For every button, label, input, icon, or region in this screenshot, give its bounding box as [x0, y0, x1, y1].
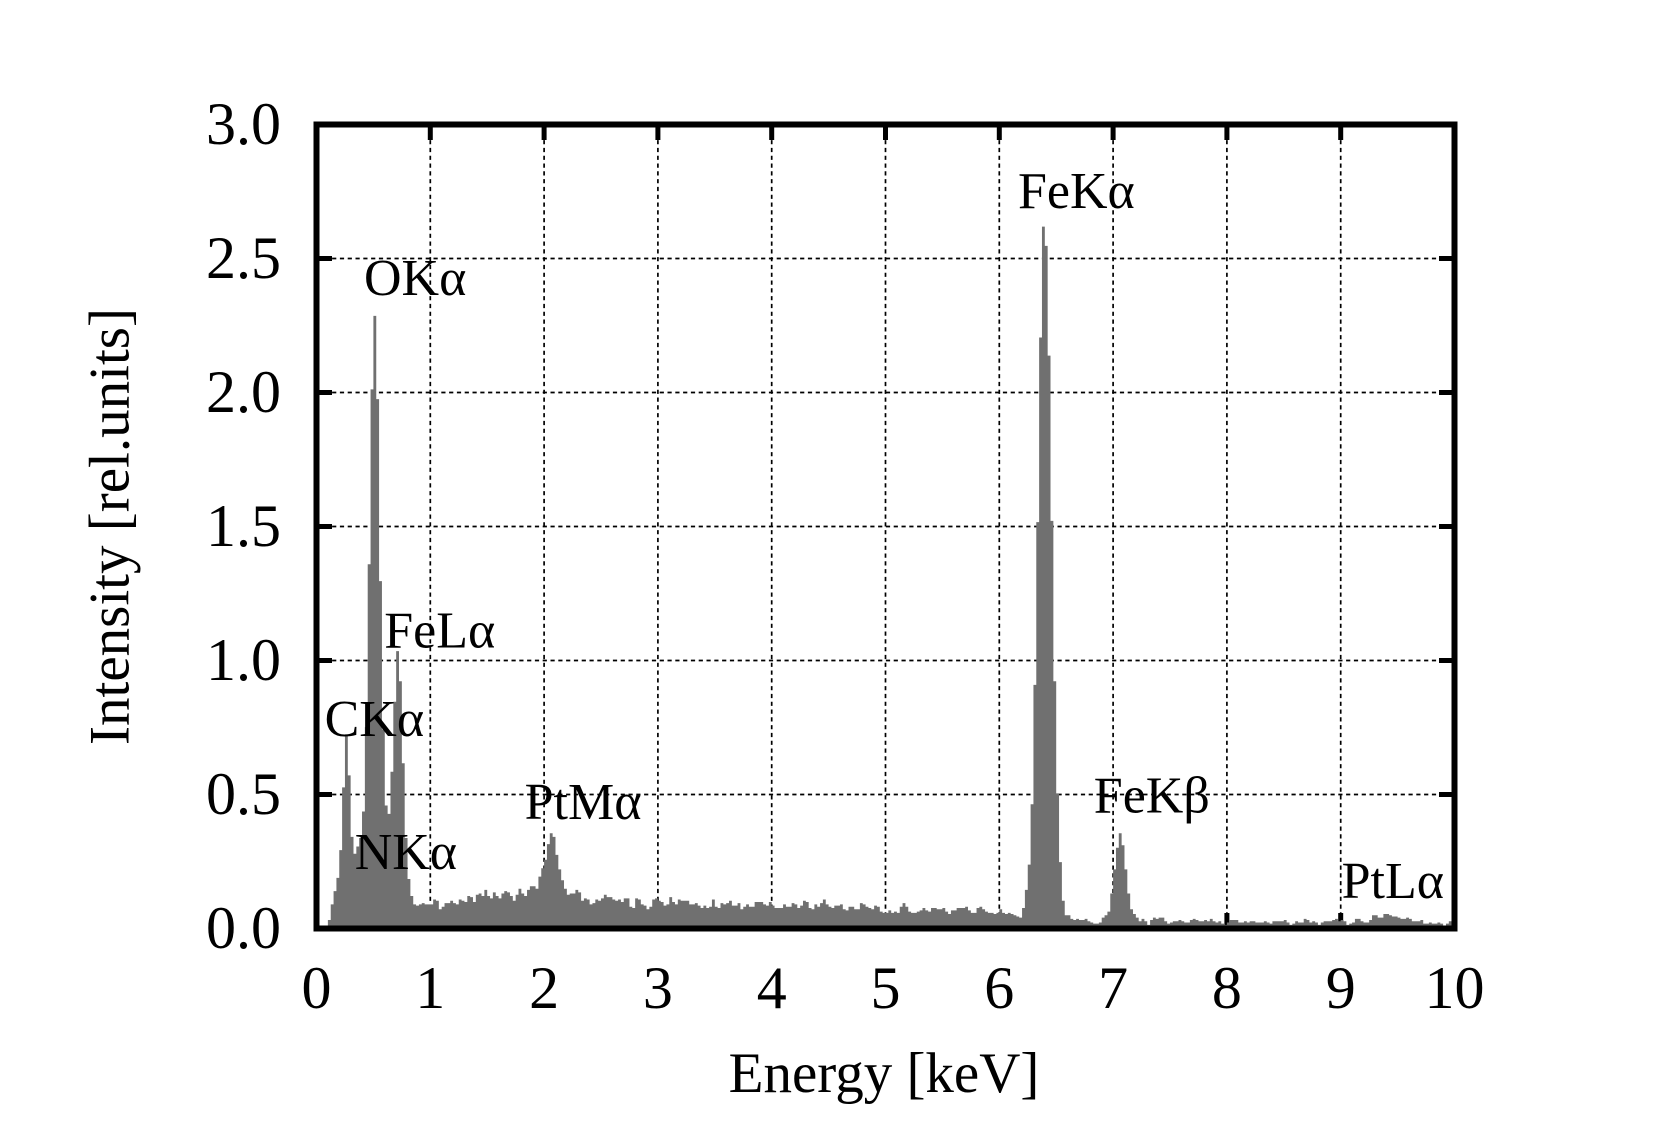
peak-label: FeKα: [1018, 163, 1135, 220]
y-tick-label: 2.0: [206, 359, 281, 425]
peak-label: FeKβ: [1094, 767, 1210, 824]
peak-label: PtMα: [525, 774, 642, 831]
x-tick-label: 0: [302, 955, 332, 1021]
x-tick-label: 3: [643, 955, 673, 1021]
y-tick-label: 2.5: [206, 225, 281, 291]
y-axis-title: Intensity [rel.units]: [79, 308, 142, 745]
peak-label: NKα: [355, 824, 457, 881]
x-tick-label: 8: [1212, 955, 1242, 1021]
y-tick-label: 0.5: [206, 761, 281, 827]
y-tick-label: 1.0: [206, 627, 281, 693]
y-tick-label: 1.5: [206, 493, 281, 559]
peak-label: FeLα: [384, 602, 495, 659]
x-tick-label: 9: [1326, 955, 1356, 1021]
x-tick-label: 10: [1425, 955, 1485, 1021]
x-tick-label: 5: [871, 955, 901, 1021]
peak-label: CKα: [325, 691, 424, 748]
x-axis-title: Energy [keV]: [729, 1042, 1040, 1105]
plot-border: [313, 121, 1458, 932]
spectrum-area: [327, 226, 1455, 929]
peak-label: PtLα: [1342, 853, 1444, 910]
peak-label: OKα: [364, 250, 466, 307]
y-tick-label: 0.0: [206, 895, 281, 961]
x-tick-label: 7: [1098, 955, 1128, 1021]
x-tick-label: 1: [415, 955, 445, 1021]
x-tick-label: 2: [529, 955, 559, 1021]
x-tick-label: 6: [984, 955, 1014, 1021]
y-tick-label: 3.0: [206, 91, 281, 157]
x-tick-label: 4: [757, 955, 787, 1021]
